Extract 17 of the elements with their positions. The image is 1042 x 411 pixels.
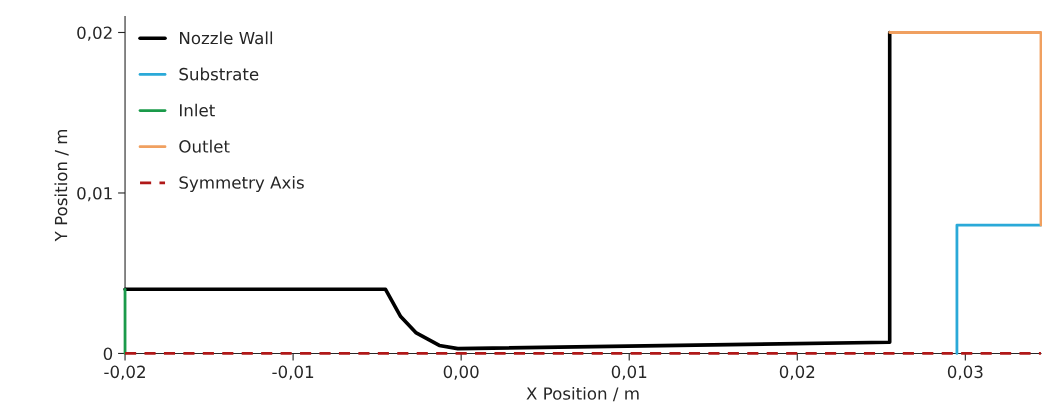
- x-tick-label: 0,00: [443, 365, 479, 380]
- legend-label: Inlet: [180, 103, 215, 117]
- x-tick-label: 0,01: [611, 365, 647, 380]
- legend-label: Symmetry Axis: [179, 175, 304, 193]
- x-tick-label: 0,03: [947, 365, 983, 380]
- legend-label: Outlet: [179, 139, 230, 153]
- y-axis-title: Y Position / m: [54, 129, 69, 242]
- x-tick-label: -0,02: [104, 365, 145, 380]
- y-tick-label: 0: [103, 347, 113, 361]
- y-tick-label: 0,02: [77, 26, 112, 41]
- line-series: [123, 30, 892, 351]
- y-tick-label: 0,01: [77, 186, 112, 202]
- legend-label: Substrate: [179, 67, 259, 81]
- x-tick-label: 0,02: [779, 365, 815, 380]
- x-axis-title: X Position / m: [526, 386, 639, 402]
- legend-label: Nozzle Wall: [180, 31, 273, 45]
- x-tick-label: -0,01: [272, 365, 314, 380]
